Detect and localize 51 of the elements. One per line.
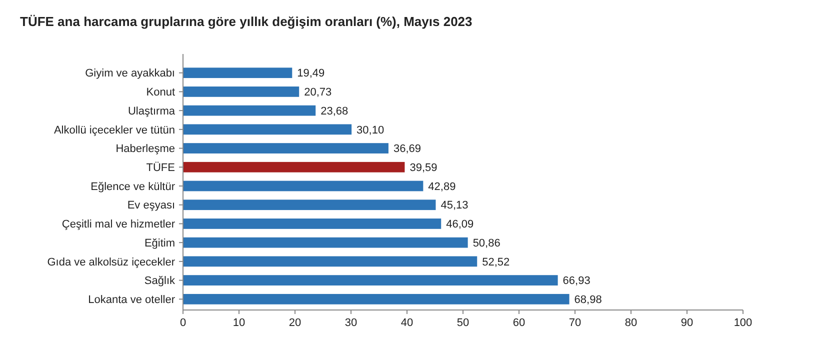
bar	[183, 237, 468, 248]
y-tick-label: Alkollü içecekler ve tütün	[54, 124, 175, 136]
data-label: 19,49	[297, 68, 325, 80]
data-label: 23,68	[320, 105, 348, 118]
y-tick-label: Konut	[146, 86, 175, 99]
x-tick-label: 90	[680, 317, 694, 329]
y-tick-label: Lokanta ve oteller	[88, 294, 176, 306]
bar	[183, 105, 316, 116]
data-label: 39,59	[410, 162, 438, 174]
data-label: 68,98	[574, 294, 602, 306]
y-tick-label: TÜFE	[146, 160, 175, 174]
x-tick-label: 50	[456, 317, 470, 329]
bar	[183, 68, 292, 78]
x-tick-label: 100	[734, 317, 752, 329]
data-label: 50,86	[472, 237, 500, 250]
x-tick-label: 70	[568, 317, 582, 329]
bar	[183, 294, 570, 304]
y-tick-label: Ulaştırma	[128, 105, 176, 118]
x-tick-label: 20	[288, 317, 302, 329]
data-label: 30,10	[356, 124, 384, 136]
chart-title: TÜFE ana harcama gruplarına göre yıllık değişim oranları (%), Mayıs 2023	[20, 14, 472, 29]
data-label: 66,93	[562, 275, 590, 288]
data-label: 52,52	[482, 256, 510, 268]
y-tick-label: Çeşitli mal ve hizmetler	[62, 218, 176, 231]
bar	[183, 275, 558, 286]
bar	[183, 256, 478, 267]
y-tick-label: Ev eşyası	[127, 200, 175, 212]
data-label: 20,73	[304, 86, 332, 99]
x-tick-label: 10	[232, 317, 246, 329]
data-label: 45,13	[440, 200, 468, 212]
data-label: 46,09	[446, 218, 474, 231]
y-tick-label: Sağlık	[144, 275, 176, 288]
bar	[183, 124, 352, 135]
y-tick-label: Gıda ve alkolsüz içecekler	[47, 256, 176, 268]
y-tick-label: Eğlence ve kültür	[90, 180, 176, 193]
y-tick-label: Eğitim	[144, 237, 175, 250]
y-tick-label: Giyim ve ayakkabı	[85, 68, 175, 80]
bar	[183, 86, 300, 97]
bar	[183, 200, 436, 210]
bar	[183, 162, 405, 172]
x-tick-label: 60	[512, 317, 526, 329]
y-tick-label: Haberleşme	[116, 143, 175, 156]
bar	[183, 218, 442, 229]
bar	[183, 143, 388, 154]
data-label: 36,69	[393, 143, 421, 156]
x-tick-label: 80	[624, 317, 638, 329]
x-tick-label: 40	[400, 317, 414, 329]
x-tick-label: 30	[344, 317, 358, 329]
x-tick-label: 0	[180, 317, 186, 329]
bar	[183, 180, 424, 192]
data-label: 42,89	[428, 180, 456, 193]
